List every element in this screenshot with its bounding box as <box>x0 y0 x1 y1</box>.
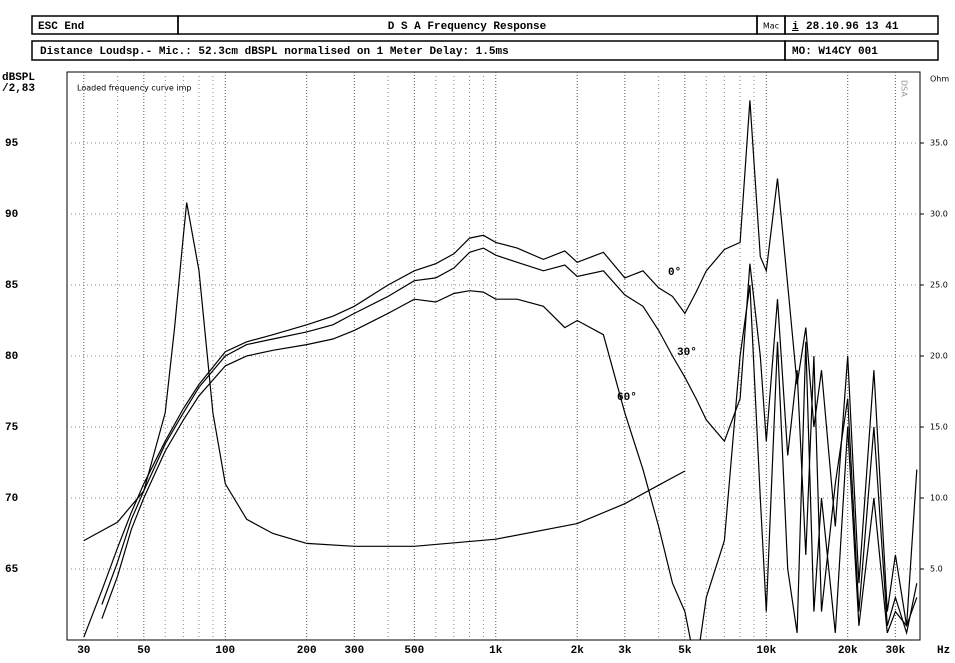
x-tick-label: 10k <box>756 645 776 657</box>
header-box <box>784 40 939 61</box>
series-line <box>101 284 918 640</box>
y-tick-label: 95 <box>5 138 19 150</box>
mac-label: Mac <box>763 22 779 31</box>
y2-tick-label: 10.0 <box>930 494 948 503</box>
x-axis-label: Hz <box>937 645 950 657</box>
header-title: D S A Frequency Response <box>388 21 547 33</box>
series-line <box>101 247 918 636</box>
y2-tick-label: 15.0 <box>930 423 948 432</box>
x-tick-label: 2k <box>571 645 585 657</box>
y-tick-label: 75 <box>5 422 19 434</box>
x-tick-label: 300 <box>344 645 364 657</box>
y2-tick-label: 30.0 <box>930 210 948 219</box>
series-label: 60° <box>617 392 637 404</box>
y2-tick-label: 20.0 <box>930 352 948 361</box>
esc-label[interactable]: ESC End <box>38 21 84 33</box>
y2-tick-label: 5.0 <box>930 565 943 574</box>
x-tick-label: 500 <box>404 645 424 657</box>
y2-tick-label: 25.0 <box>930 281 948 290</box>
y-tick-label: 65 <box>5 564 19 576</box>
date-label: 28.10.96 13 41 <box>806 21 899 33</box>
y2-axis-label: Ohm <box>930 75 949 84</box>
y2-tick-label: 35.0 <box>930 139 948 148</box>
plot-frame <box>66 71 921 641</box>
series-label: 0° <box>668 267 681 279</box>
y-tick-label: 80 <box>5 351 18 363</box>
y-tick-label: 85 <box>5 280 19 292</box>
watermark: DSA <box>900 80 909 97</box>
y-tick-label: 70 <box>5 493 18 505</box>
y-tick-label: 90 <box>5 209 18 221</box>
x-tick-label: 3k <box>618 645 632 657</box>
x-tick-label: 30 <box>77 645 90 657</box>
series-line <box>83 100 918 638</box>
x-tick-label: 1k <box>489 645 503 657</box>
x-tick-label: 30k <box>885 645 905 657</box>
annotation: Loaded frequency curve imp <box>77 84 191 93</box>
x-tick-label: 20k <box>838 645 858 657</box>
x-tick-label: 100 <box>215 645 235 657</box>
subtitle: Distance Loudsp.- Mic.: 52.3cm dBSPL nor… <box>40 46 509 58</box>
x-tick-label: 50 <box>137 645 150 657</box>
model-label: MO: W14CY 001 <box>792 46 878 58</box>
x-tick-label: 5k <box>678 645 692 657</box>
header-box <box>784 15 939 35</box>
series-line <box>83 202 686 547</box>
x-tick-label: 200 <box>297 645 317 657</box>
y-axis-label: dBSPL <box>2 72 35 84</box>
series-label: 30° <box>677 347 697 359</box>
info-label: i <box>792 21 799 33</box>
y-axis-sublabel: /2,83 <box>2 83 35 95</box>
